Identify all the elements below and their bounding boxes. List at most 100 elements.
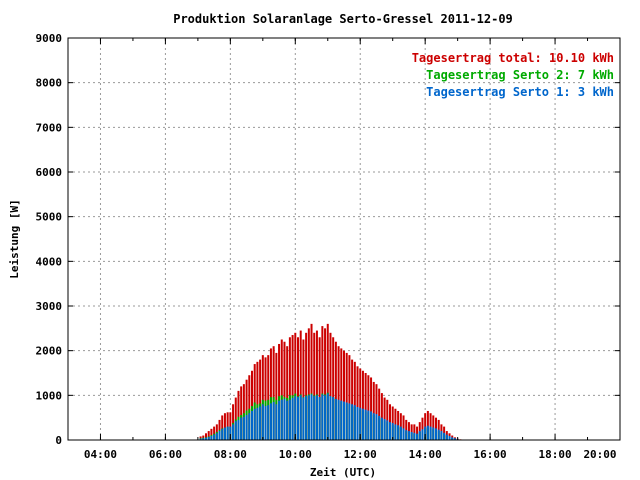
plot-area-frame bbox=[67, 37, 621, 441]
bar-serto1 bbox=[413, 432, 416, 440]
bar-total bbox=[370, 377, 373, 440]
bar-total bbox=[210, 428, 213, 440]
bar-total bbox=[280, 339, 283, 440]
bar-total bbox=[318, 337, 321, 440]
bar-serto1 bbox=[351, 404, 354, 440]
bar-total bbox=[226, 412, 229, 440]
bar-serto1 bbox=[302, 397, 305, 440]
bar-total bbox=[353, 361, 356, 440]
legend-entry: Tagesertrag total: 10.10 kWh bbox=[412, 51, 614, 65]
bar-total bbox=[207, 431, 210, 440]
bar-serto1 bbox=[245, 414, 248, 440]
bar-serto1 bbox=[261, 404, 264, 440]
bar-serto1 bbox=[386, 420, 389, 440]
bar-serto1 bbox=[332, 397, 335, 440]
bar-serto1 bbox=[334, 398, 337, 440]
bar-total bbox=[421, 417, 424, 440]
bar-total bbox=[245, 379, 248, 440]
bar-serto1 bbox=[248, 413, 251, 440]
bar-total bbox=[305, 332, 308, 440]
y-tick-label: 8000 bbox=[36, 77, 63, 90]
legend-entry: Tagesertrag Serto 2: 7 kWh bbox=[426, 68, 614, 82]
x-tick-label: 04:00 bbox=[84, 448, 117, 461]
bar-serto1 bbox=[394, 424, 397, 440]
bar-total bbox=[361, 370, 364, 440]
bar-serto1 bbox=[375, 414, 378, 440]
x-tick-label: 18:00 bbox=[538, 448, 571, 461]
bar-total bbox=[383, 397, 386, 440]
bar-total bbox=[378, 388, 381, 440]
bar-total bbox=[205, 433, 207, 440]
bar-serto1 bbox=[226, 426, 229, 440]
y-tick-label: 7000 bbox=[36, 121, 63, 134]
bar-serto1 bbox=[269, 403, 272, 440]
bar-total bbox=[326, 323, 329, 440]
bar-total bbox=[199, 436, 202, 440]
bar-serto1 bbox=[199, 438, 202, 440]
bar-total bbox=[237, 390, 240, 440]
bar-serto1 bbox=[397, 425, 400, 440]
bar-serto1 bbox=[426, 425, 429, 440]
bar-serto1 bbox=[372, 413, 375, 440]
bar-serto1 bbox=[345, 402, 348, 440]
bar-total bbox=[302, 339, 305, 440]
bar-total bbox=[288, 337, 291, 440]
bar-total bbox=[264, 357, 267, 440]
bar-serto1 bbox=[207, 436, 210, 440]
bar-serto1 bbox=[435, 428, 437, 440]
bar-serto1 bbox=[202, 438, 205, 440]
bar-serto1 bbox=[253, 408, 256, 440]
y-axis-ticks: 0 1000 2000 3000 4000 5000 6000 7000 8000 9000 bbox=[36, 32, 620, 447]
bar-serto1 bbox=[310, 394, 313, 440]
bar-total bbox=[343, 350, 345, 440]
bar-total bbox=[367, 375, 370, 440]
bar-total bbox=[380, 393, 383, 440]
y-tick-label: 1000 bbox=[36, 389, 63, 402]
bar-serto1 bbox=[215, 433, 218, 440]
bar-serto1 bbox=[399, 426, 402, 440]
bar-serto1 bbox=[453, 438, 456, 440]
bar-serto1 bbox=[288, 399, 291, 440]
bar-serto1 bbox=[451, 437, 454, 440]
bar-serto1 bbox=[353, 405, 356, 440]
bar-serto1 bbox=[348, 403, 351, 440]
bars-group bbox=[199, 323, 462, 440]
bar-total bbox=[259, 359, 262, 440]
bar-serto1 bbox=[272, 402, 275, 440]
bar-serto1 bbox=[305, 396, 308, 440]
bar-serto1 bbox=[437, 429, 440, 440]
bar-total bbox=[402, 415, 405, 440]
y-tick-label: 0 bbox=[55, 434, 62, 447]
bar-serto1 bbox=[234, 421, 237, 440]
bar-total bbox=[364, 373, 367, 440]
bar-total bbox=[283, 341, 286, 440]
bar-serto1 bbox=[324, 395, 327, 440]
y-axis-label: Leistung [W] bbox=[8, 199, 21, 278]
bar-serto1 bbox=[383, 419, 386, 440]
bar-total bbox=[313, 332, 316, 440]
bar-total bbox=[332, 337, 335, 440]
bar-serto1 bbox=[318, 397, 321, 440]
bar-serto1 bbox=[326, 393, 329, 440]
bar-serto1 bbox=[315, 395, 318, 440]
bar-serto1 bbox=[240, 417, 243, 440]
bar-serto1 bbox=[221, 428, 224, 440]
y-tick-label: 3000 bbox=[36, 300, 63, 313]
bar-total bbox=[297, 337, 299, 440]
bar-total bbox=[213, 426, 216, 440]
bar-serto1 bbox=[229, 426, 232, 440]
bar-serto1 bbox=[402, 428, 405, 440]
bar-serto1 bbox=[291, 398, 294, 440]
bar-serto1 bbox=[416, 433, 419, 440]
x-axis-label: Zeit (UTC) bbox=[310, 466, 376, 479]
bar-total bbox=[261, 355, 264, 440]
bar-serto1 bbox=[329, 396, 332, 440]
bar-total bbox=[223, 413, 226, 440]
bar-serto1 bbox=[259, 406, 262, 440]
bar-total bbox=[413, 424, 416, 440]
bar-total bbox=[229, 412, 232, 440]
bar-serto1 bbox=[359, 407, 362, 440]
bar-total bbox=[329, 332, 332, 440]
bar-serto1 bbox=[432, 427, 435, 440]
